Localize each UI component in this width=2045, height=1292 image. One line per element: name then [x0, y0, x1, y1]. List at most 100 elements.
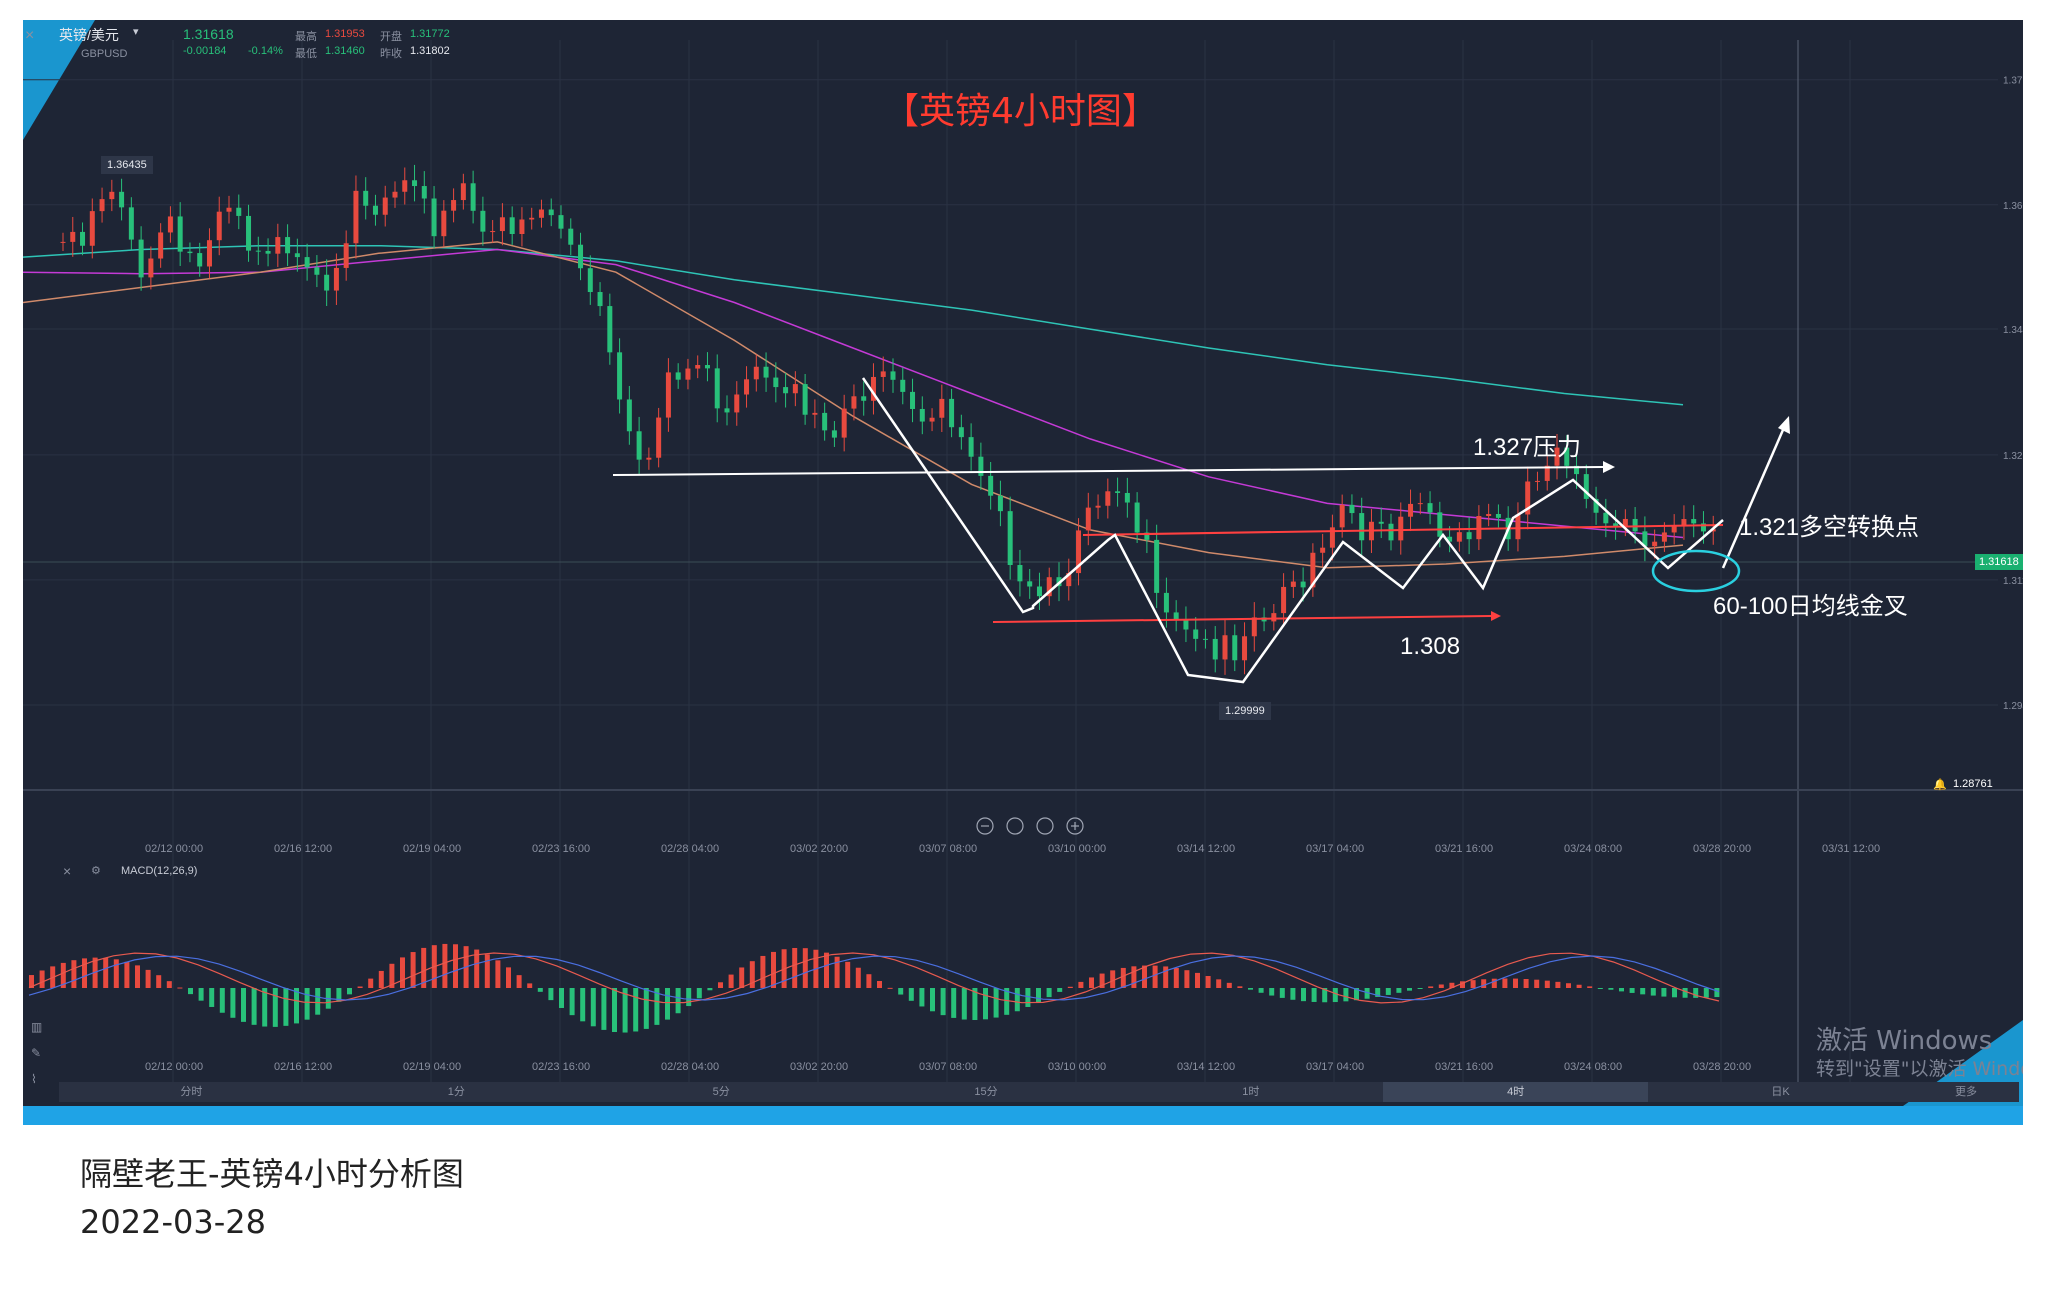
candles	[60, 164, 1716, 675]
macd-bar	[1460, 981, 1465, 988]
close-icon[interactable]: ×	[25, 27, 35, 44]
symbol-name[interactable]: 英镑/美元	[59, 27, 119, 43]
playback-controls[interactable]	[976, 817, 1084, 835]
caption-date: 2022-03-28	[80, 1203, 266, 1241]
candle-body	[1632, 518, 1638, 532]
chevron-down-icon[interactable]: ▾	[133, 26, 139, 38]
macd-bar	[1650, 988, 1656, 996]
candle-body	[890, 371, 896, 380]
macd-bar	[336, 988, 342, 1002]
macd-bar	[1576, 984, 1582, 988]
price-tag: 1.31618	[1975, 554, 2023, 570]
macd-bar	[537, 988, 543, 992]
macd-bar	[410, 952, 416, 988]
candle-body	[1476, 516, 1482, 540]
candle-body	[1154, 539, 1160, 593]
indicator-icon[interactable]: ▥	[31, 1020, 43, 1034]
macd-bar	[188, 988, 193, 995]
golden-cross-circle	[1651, 549, 1741, 593]
open-value: 1.31772	[410, 28, 450, 40]
candle-body	[1105, 491, 1111, 506]
macd-bar	[1438, 984, 1444, 988]
macd-bar	[1279, 988, 1285, 998]
macd-bar	[771, 951, 776, 988]
zoom-out-icon[interactable]	[976, 817, 994, 835]
tab-timeframe[interactable]: 15分	[974, 1086, 998, 1098]
candle-body	[70, 231, 76, 242]
x-tick-label: 03/07 08:00	[919, 1061, 977, 1073]
tab-timeframe[interactable]: 日K	[1771, 1086, 1790, 1098]
macd-bar	[1428, 986, 1434, 988]
candle-body	[822, 412, 828, 431]
macd-bar	[1385, 988, 1391, 995]
candle-body	[1007, 511, 1013, 566]
candle-body	[1290, 581, 1296, 587]
tab-timeframe[interactable]: 1时	[1242, 1086, 1260, 1098]
x-tick-label: 03/07 08:00	[919, 843, 977, 855]
macd-bar	[251, 988, 257, 1025]
tab-timeframe[interactable]: 5分	[712, 1086, 730, 1098]
candle-body	[1408, 503, 1414, 517]
y-tick-label: 1.31148	[2003, 576, 2023, 587]
candle-body	[363, 190, 369, 206]
tab-timeframe[interactable]: 1分	[447, 1086, 465, 1098]
candle-body	[656, 417, 662, 458]
macd-bar	[548, 988, 554, 1001]
x-tick-label: 02/12 00:00	[145, 843, 203, 855]
settings-icon[interactable]: ⚙	[91, 865, 101, 877]
candle-body	[1173, 612, 1179, 619]
y-tick-label: 1.32794	[2003, 451, 2023, 462]
candle-body	[119, 191, 125, 208]
candle-body	[1652, 541, 1658, 547]
macd-bar	[1163, 966, 1169, 988]
macd-bar	[1258, 988, 1264, 993]
prev-close-label: 昨收	[380, 48, 402, 60]
candle-body	[206, 240, 212, 267]
macd-bar	[569, 988, 575, 1016]
moving-average-line	[23, 241, 1684, 569]
tab-timeframe-active[interactable]: 4时	[1383, 1082, 1649, 1102]
candle-body	[246, 215, 252, 251]
arrow-head	[1603, 461, 1615, 473]
candle-body	[968, 437, 974, 457]
macd-bar	[802, 948, 808, 988]
macd-bar	[930, 988, 935, 1012]
x-tick-label: 03/14 12:00	[1177, 1061, 1235, 1073]
macd-bar	[633, 988, 639, 1032]
chart-type-icon[interactable]: ⌇	[31, 1072, 37, 1086]
macd-bar	[1004, 988, 1010, 1015]
x-tick-label: 03/10 00:00	[1048, 843, 1106, 855]
bell-icon[interactable]: 🔔	[1933, 779, 1947, 791]
candle-body	[1534, 480, 1540, 482]
candle-body	[1242, 636, 1248, 661]
macd-bar	[124, 961, 130, 988]
candle-body	[1515, 514, 1521, 540]
tab-more[interactable]: 更多	[1954, 1086, 1977, 1098]
macd-bar	[1301, 988, 1306, 1002]
candle-body	[792, 384, 798, 394]
rewind-icon[interactable]	[1006, 817, 1024, 835]
macd-bar	[887, 987, 893, 989]
candle-body	[226, 207, 232, 212]
x-tick-label: 03/17 04:00	[1306, 843, 1364, 855]
candle-body	[1554, 447, 1560, 466]
candle-body	[578, 244, 584, 269]
macd-bar	[1131, 966, 1137, 988]
forward-icon[interactable]	[1036, 817, 1054, 835]
macd-bar	[1354, 988, 1359, 1001]
x-tick-label: 02/28 04:00	[661, 843, 719, 855]
x-tick-label: 02/19 04:00	[403, 843, 461, 855]
caption-title: 隔壁老王-英镑4小时分析图	[80, 1155, 464, 1193]
breakout-arrow	[1721, 422, 1788, 569]
x-tick-label: 03/31 12:00	[1822, 843, 1880, 855]
candle-body	[324, 274, 330, 291]
candle-body	[997, 495, 1003, 512]
macd-bar	[1417, 988, 1423, 989]
tab-timeframe[interactable]: 分时	[180, 1086, 203, 1098]
macd-bar	[1555, 981, 1561, 988]
macd-bar	[198, 988, 204, 1001]
macd-bar	[1025, 988, 1031, 1007]
zoom-in-icon[interactable]	[1066, 817, 1084, 835]
macd-close-icon[interactable]: ×	[63, 863, 72, 879]
draw-icon[interactable]: ✎	[31, 1046, 42, 1060]
